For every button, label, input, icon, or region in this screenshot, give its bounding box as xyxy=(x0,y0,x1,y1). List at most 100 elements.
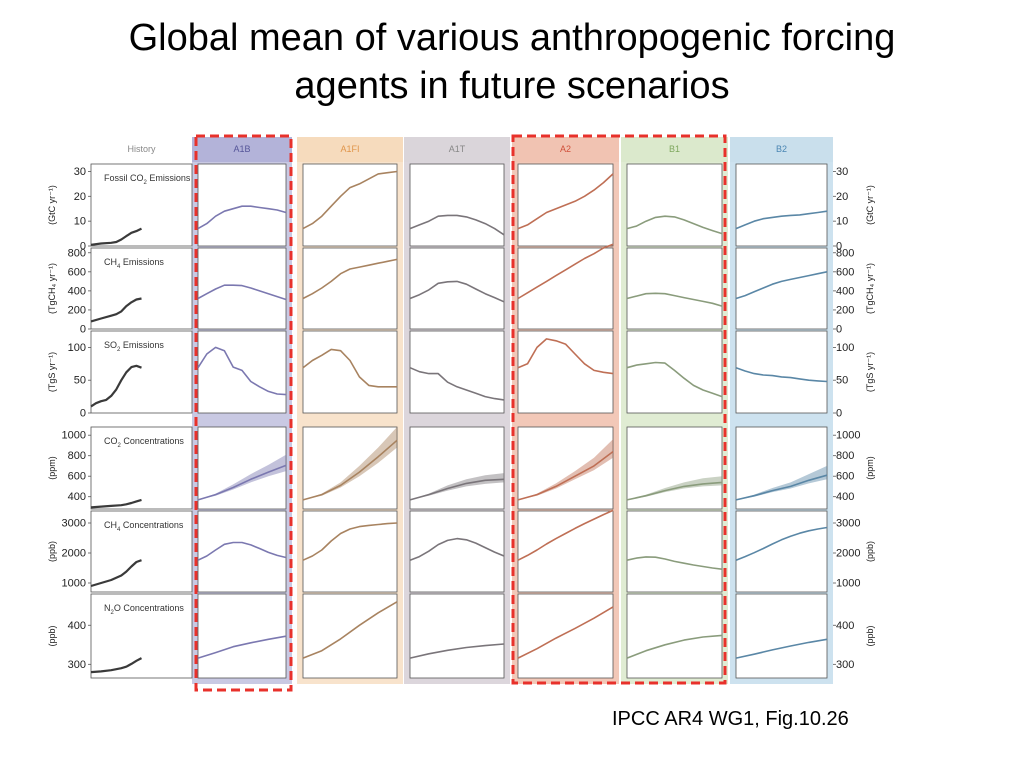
series-line-1-a1t xyxy=(409,214,505,236)
panel-label-4: CO2 Concentrations xyxy=(104,436,184,449)
highlight-box-a1b xyxy=(194,134,293,692)
plot-area-1-a1t xyxy=(409,163,505,247)
series-line-6-a1fi xyxy=(302,601,398,659)
column-header-history: History xyxy=(127,144,156,154)
left-tick-2-200: 200 xyxy=(68,304,86,316)
column-header-bg-b2 xyxy=(730,137,833,162)
column-header-a2: A2 xyxy=(560,144,571,154)
series-line-4-history xyxy=(90,498,142,509)
slide-title-line1: Global mean of various anthropogenic for… xyxy=(128,17,896,59)
right-tick-2-400: 400 xyxy=(836,285,854,297)
left-ylabel-4: (ppm) xyxy=(47,456,57,480)
series-line-2-history xyxy=(90,297,142,323)
left-tick-6-300: 300 xyxy=(68,659,86,671)
plot-area-1-b1 xyxy=(626,163,723,247)
series-line-1-b1 xyxy=(626,215,723,235)
right-tick-6-300: 300 xyxy=(836,659,854,671)
right-ylabel-5: (ppb) xyxy=(865,541,875,562)
right-tick-5-2000: 2000 xyxy=(836,548,860,560)
series-line-3-a1b xyxy=(197,346,287,396)
right-tick-2-0: 0 xyxy=(836,324,842,336)
plot-area-1-history xyxy=(90,163,193,247)
series-line-1-b2 xyxy=(735,210,828,230)
left-tick-4-600: 600 xyxy=(68,471,86,483)
series-line-3-b1 xyxy=(626,361,723,398)
series-line-5-a2 xyxy=(517,509,614,561)
uncertainty-band-4-a2 xyxy=(518,439,613,500)
right-ylabel-1: (GtC yr⁻¹) xyxy=(865,185,875,225)
left-tick-5-1000: 1000 xyxy=(62,578,86,590)
column-header-b1: B1 xyxy=(669,144,680,154)
right-tick-2-800: 800 xyxy=(836,247,854,259)
right-ylabel-3: (TgS yr⁻¹) xyxy=(865,352,875,392)
series-line-3-a2 xyxy=(517,338,614,375)
left-tick-6-400: 400 xyxy=(68,620,86,632)
series-line-2-b2 xyxy=(735,271,828,300)
plot-area-6-a1b xyxy=(197,593,287,679)
column-header-bg-a2 xyxy=(512,137,619,162)
series-line-5-b2 xyxy=(735,526,828,561)
right-ylabel-4: (ppm) xyxy=(865,456,875,480)
series-line-3-b2 xyxy=(735,366,828,383)
left-tick-3-100: 100 xyxy=(68,342,86,354)
left-tick-2-400: 400 xyxy=(68,285,86,297)
plot-area-6-history xyxy=(90,593,193,679)
left-tick-1-0: 0 xyxy=(80,241,86,253)
right-tick-5-1000: 1000 xyxy=(836,578,860,590)
series-line-3-a1fi xyxy=(302,348,397,388)
series-line-6-a1t xyxy=(409,643,505,659)
left-ylabel-3: (TgS yr⁻¹) xyxy=(47,352,57,392)
right-tick-5-3000: 3000 xyxy=(836,518,860,530)
panel-label-6: N2O Concentrations xyxy=(104,603,184,616)
right-ylabel-6: (ppb) xyxy=(865,625,875,646)
plot-area-6-b2 xyxy=(735,593,828,679)
right-tick-2-200: 200 xyxy=(836,304,854,316)
series-line-4-b1 xyxy=(626,481,723,501)
series-line-6-a2 xyxy=(517,606,614,659)
series-line-4-a1fi xyxy=(302,439,398,501)
left-tick-1-30: 30 xyxy=(74,166,86,178)
panel-label-5: CH4 Concentrations xyxy=(104,520,184,533)
plot-area-3-a1b xyxy=(197,330,287,414)
left-tick-3-0: 0 xyxy=(80,408,86,420)
series-line-2-b1 xyxy=(626,292,723,307)
left-tick-1-20: 20 xyxy=(74,191,86,203)
column-header-bg-a1fi xyxy=(297,137,403,162)
plot-area-6-a1t xyxy=(409,593,505,679)
series-line-6-a1b xyxy=(197,635,287,659)
plot-area-5-a1fi xyxy=(302,510,398,593)
series-line-3-a1t xyxy=(409,366,505,401)
plot-area-1-a1fi xyxy=(302,163,398,247)
right-tick-1-20: 20 xyxy=(836,191,848,203)
plot-area-2-a1t xyxy=(409,247,505,330)
series-line-1-history xyxy=(90,227,142,246)
series-line-2-a2 xyxy=(517,243,614,300)
plot-area-6-a2 xyxy=(517,593,614,679)
right-tick-4-400: 400 xyxy=(836,491,854,503)
plot-area-5-a1b xyxy=(197,510,287,593)
right-tick-4-800: 800 xyxy=(836,450,854,462)
plot-area-4-b2 xyxy=(735,426,828,510)
series-line-6-history xyxy=(90,657,143,674)
series-line-4-a2 xyxy=(517,450,614,501)
plot-area-4-b1 xyxy=(626,426,723,510)
column-header-a1fi: A1FI xyxy=(340,144,359,154)
plot-area-2-a1fi xyxy=(302,247,398,330)
column-header-bg-history xyxy=(91,137,192,162)
uncertainty-band-4-b2 xyxy=(736,465,827,500)
series-line-5-a1b xyxy=(197,541,287,561)
column-header-bg-a1b xyxy=(192,137,292,162)
plot-area-1-b2 xyxy=(735,163,828,247)
plot-area-1-a1b xyxy=(197,163,287,247)
left-tick-2-800: 800 xyxy=(68,247,86,259)
column-header-bg-a1t xyxy=(404,137,510,162)
left-ylabel-1: (GtC yr⁻¹) xyxy=(47,185,57,225)
series-line-1-a2 xyxy=(517,173,614,230)
series-line-2-a1t xyxy=(409,280,505,303)
left-tick-4-800: 800 xyxy=(68,450,86,462)
column-header-bg-b1 xyxy=(621,137,728,162)
citation: IPCC AR4 WG1, Fig.10.26 xyxy=(612,708,849,730)
left-tick-5-3000: 3000 xyxy=(62,518,86,530)
series-line-5-history xyxy=(90,559,142,588)
